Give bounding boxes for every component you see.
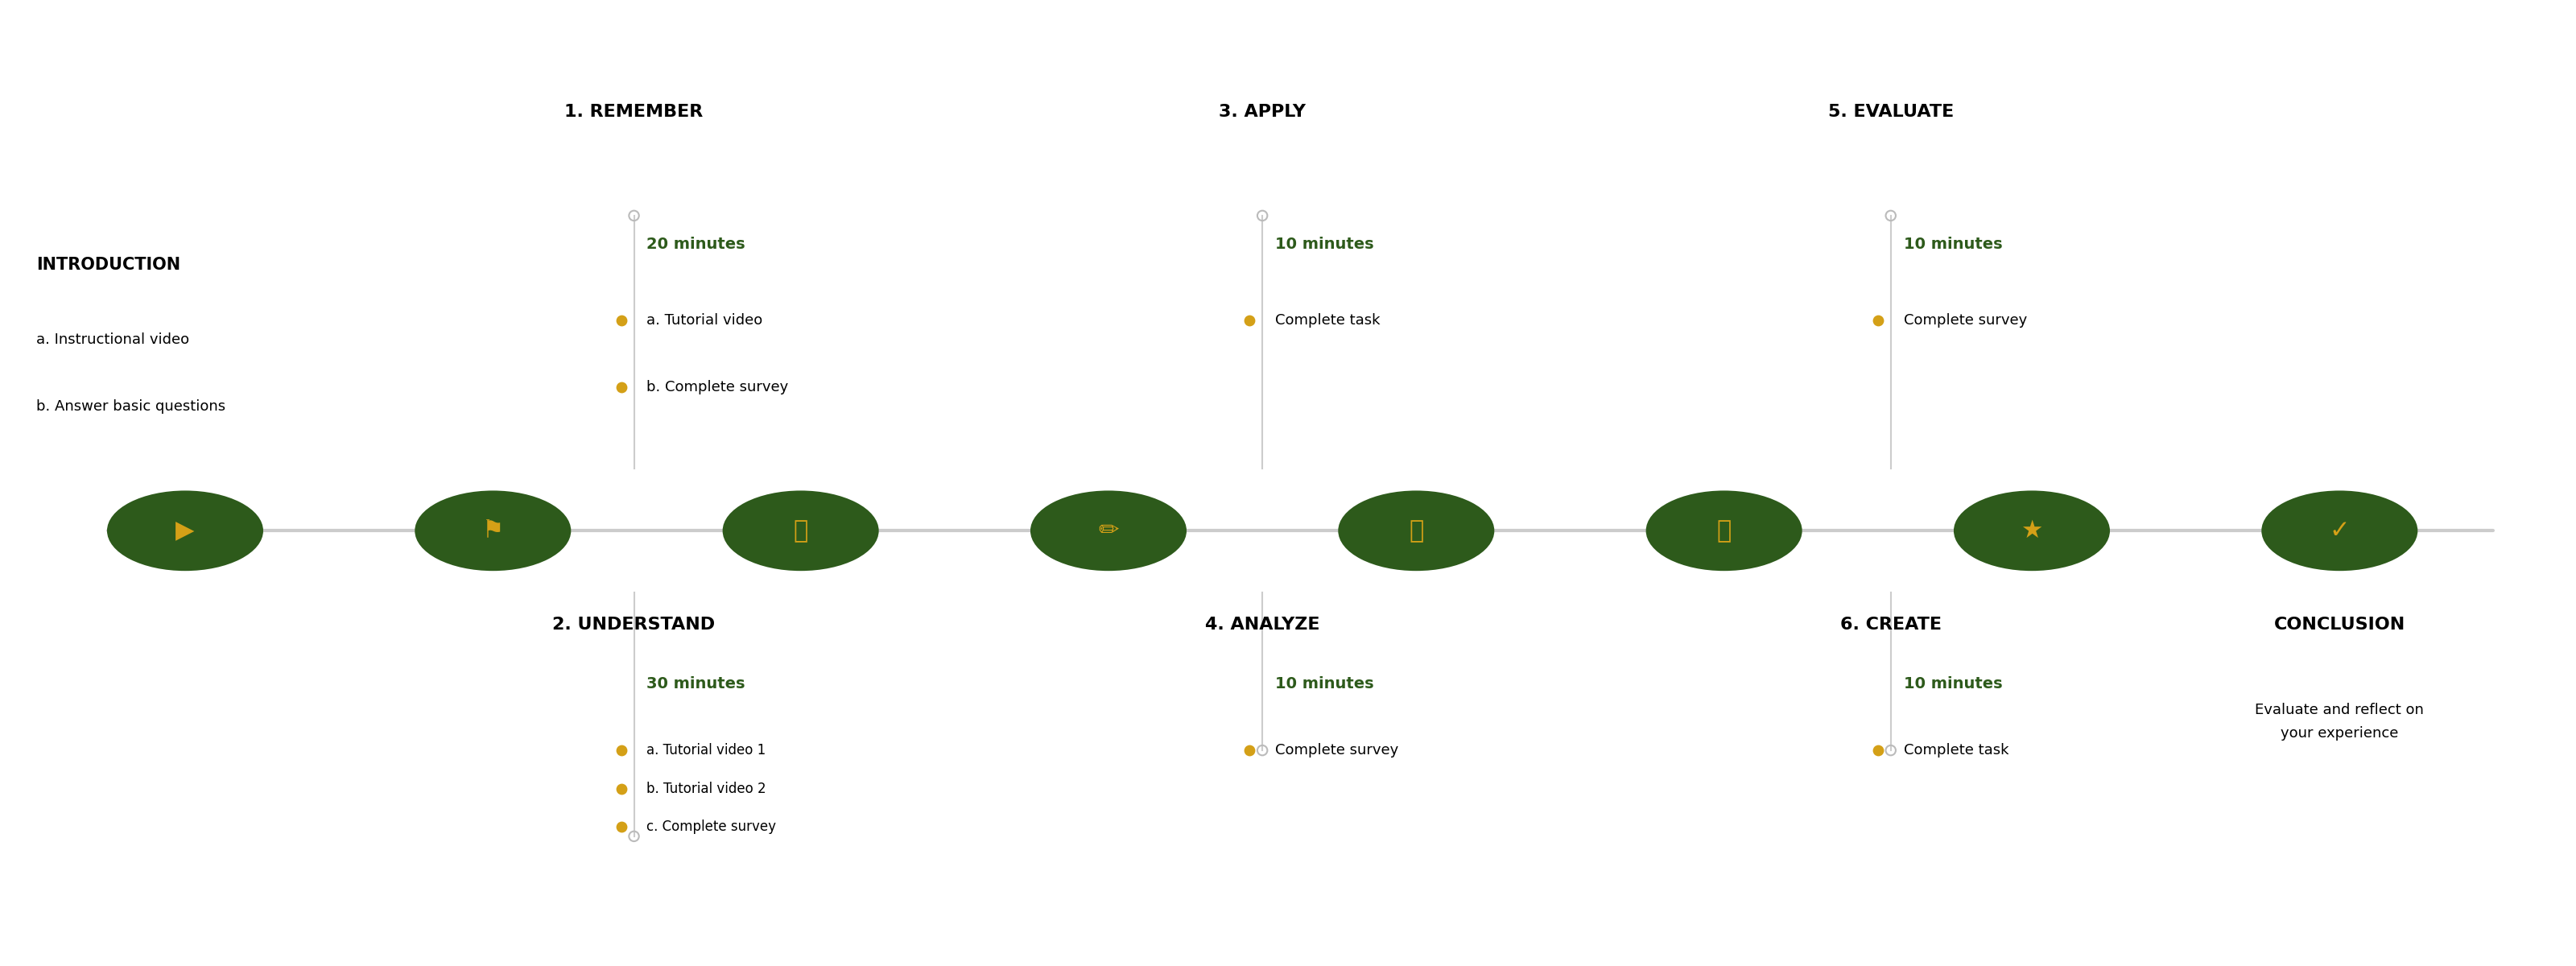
Text: b. Complete survey: b. Complete survey [647, 381, 788, 395]
Text: 1. REMEMBER: 1. REMEMBER [564, 104, 703, 120]
Text: Complete survey: Complete survey [1904, 313, 2027, 327]
Point [613, 208, 654, 223]
Text: Complete task: Complete task [1275, 313, 1381, 327]
Text: 6. CREATE: 6. CREATE [1839, 616, 1942, 633]
Text: ✏: ✏ [1097, 519, 1118, 543]
Text: 30 minutes: 30 minutes [647, 676, 744, 691]
Point [1229, 313, 1270, 328]
Text: a. Instructional video: a. Instructional video [36, 332, 191, 347]
Point [1857, 743, 1899, 758]
Text: 10 minutes: 10 minutes [1904, 676, 2002, 691]
Text: Evaluate and reflect on
your experience: Evaluate and reflect on your experience [2254, 702, 2424, 741]
Text: 🔍: 🔍 [1409, 519, 1425, 543]
Point [600, 313, 641, 328]
Text: 5. EVALUATE: 5. EVALUATE [1829, 104, 1953, 120]
Ellipse shape [108, 491, 263, 571]
Text: Complete task: Complete task [1904, 743, 2009, 757]
Text: ⚑: ⚑ [482, 519, 505, 543]
Point [600, 819, 641, 835]
Text: 4. ANALYZE: 4. ANALYZE [1206, 616, 1319, 633]
Ellipse shape [1337, 491, 1494, 571]
Text: INTRODUCTION: INTRODUCTION [36, 257, 180, 273]
Point [1242, 208, 1283, 223]
Text: a. Tutorial video 1: a. Tutorial video 1 [647, 743, 765, 757]
Point [1857, 313, 1899, 328]
Text: c. Complete survey: c. Complete survey [647, 819, 775, 834]
Ellipse shape [2262, 491, 2419, 571]
Point [600, 743, 641, 758]
Text: 🧠: 🧠 [793, 519, 809, 543]
Text: 10 minutes: 10 minutes [1275, 676, 1373, 691]
Ellipse shape [1646, 491, 1803, 571]
Point [1229, 743, 1270, 758]
Point [600, 380, 641, 395]
Point [613, 829, 654, 844]
Point [600, 781, 641, 796]
Text: ✓: ✓ [2329, 519, 2349, 543]
Point [1870, 743, 1911, 758]
Text: 2. UNDERSTAND: 2. UNDERSTAND [554, 616, 716, 633]
Text: Complete survey: Complete survey [1275, 743, 1399, 757]
Text: a. Tutorial video: a. Tutorial video [647, 313, 762, 327]
Ellipse shape [724, 491, 878, 571]
Text: ★: ★ [2020, 519, 2043, 543]
Text: 20 minutes: 20 minutes [647, 237, 744, 252]
Text: 💬: 💬 [1716, 519, 1731, 543]
Point [1242, 743, 1283, 758]
Text: 3. APPLY: 3. APPLY [1218, 104, 1306, 120]
Ellipse shape [415, 491, 572, 571]
Text: b. Tutorial video 2: b. Tutorial video 2 [647, 781, 768, 796]
Text: 10 minutes: 10 minutes [1904, 237, 2002, 252]
Text: ▶: ▶ [175, 519, 196, 543]
Text: 10 minutes: 10 minutes [1275, 237, 1373, 252]
Text: CONCLUSION: CONCLUSION [2275, 616, 2406, 633]
Text: b. Answer basic questions: b. Answer basic questions [36, 399, 227, 413]
Ellipse shape [1953, 491, 2110, 571]
Ellipse shape [1030, 491, 1188, 571]
Point [1870, 208, 1911, 223]
